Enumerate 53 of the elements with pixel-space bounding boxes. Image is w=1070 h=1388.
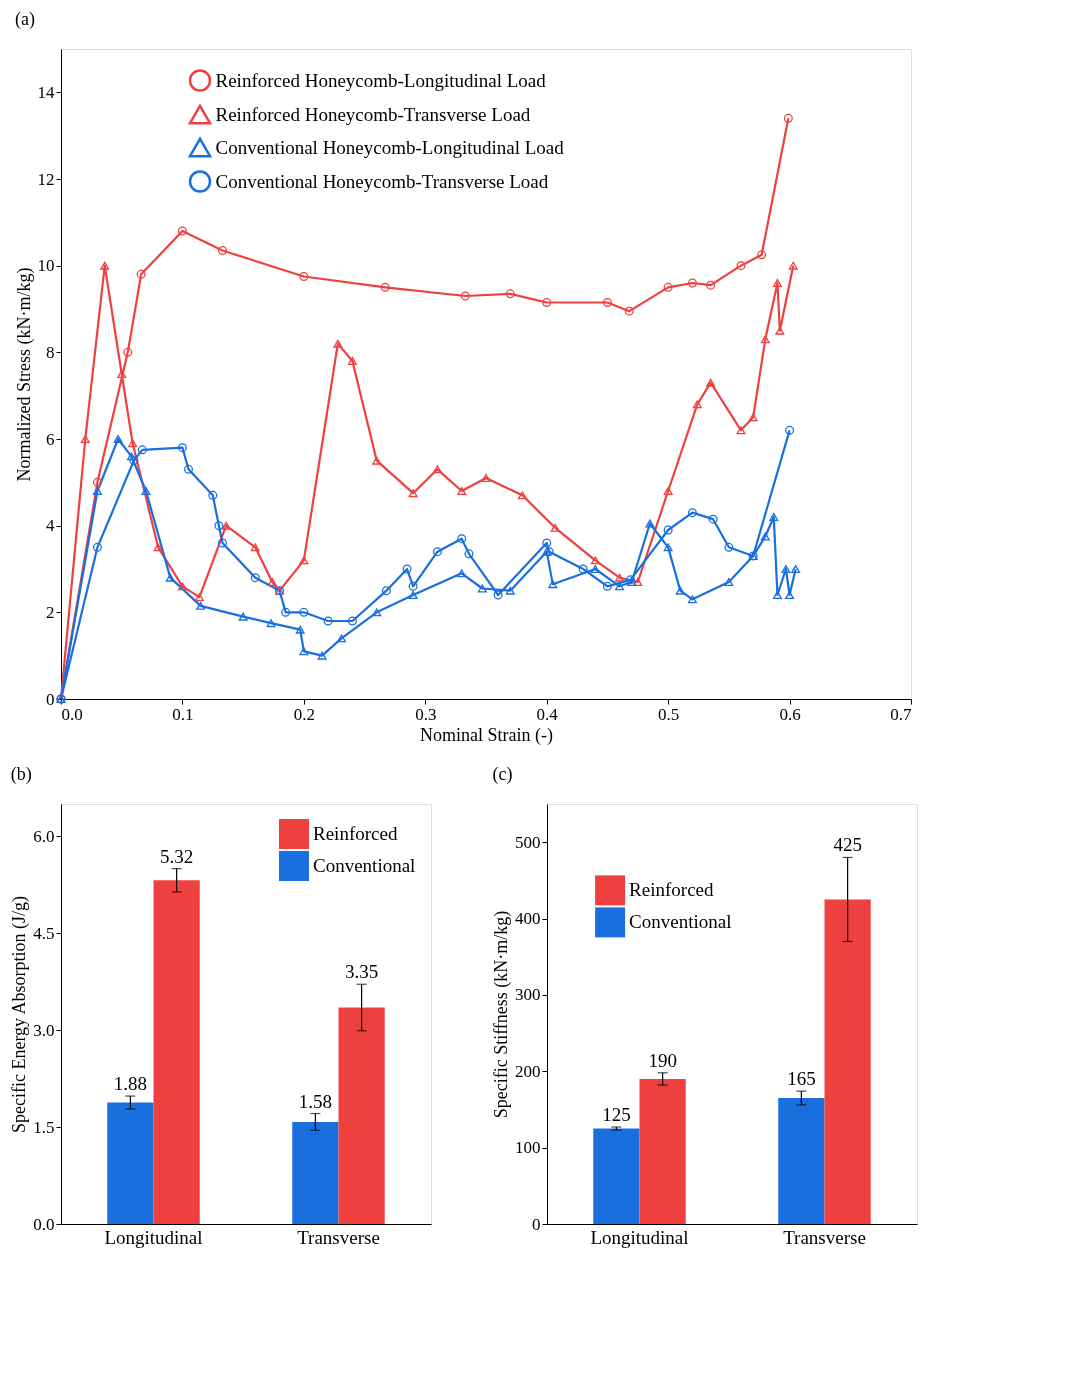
data-label: 165 bbox=[787, 1068, 816, 1090]
chart-title: (b) bbox=[10, 764, 32, 785]
y-tick-label: 0 bbox=[532, 1214, 541, 1234]
y-tick-label: 6.0 bbox=[33, 826, 55, 846]
y-tick-label: 4 bbox=[46, 516, 55, 536]
x-axis-title: Nominal Strain (-) bbox=[420, 724, 553, 746]
x-tick-label: 0.4 bbox=[536, 704, 559, 724]
y-axis-title: Normalized Stress (kN·m/kg) bbox=[13, 267, 35, 482]
x-tick-label: Transverse bbox=[297, 1226, 380, 1248]
legend-label: Conventional Honeycomb-Transverse Load bbox=[215, 170, 549, 192]
x-tick-label: 0.0 bbox=[61, 704, 83, 724]
data-label: 5.32 bbox=[160, 845, 194, 867]
y-tick-label: 500 bbox=[515, 832, 541, 852]
legend-label: Reinforced bbox=[629, 879, 715, 901]
y-tick-label: 100 bbox=[515, 1138, 541, 1158]
data-label: 3.35 bbox=[345, 961, 379, 983]
x-tick-label: 0.3 bbox=[415, 704, 437, 724]
data-label: 1.58 bbox=[298, 1090, 332, 1112]
y-tick-label: 6 bbox=[46, 429, 55, 449]
chart-title: (c) bbox=[492, 764, 513, 785]
y-tick-label: 4.5 bbox=[33, 923, 55, 943]
y-tick-label: 12 bbox=[37, 169, 55, 189]
legend-label: Reinforced bbox=[313, 823, 398, 844]
legend-label: Reinforced Honeycomb-Transverse Load bbox=[215, 103, 531, 125]
legend-label: Conventional bbox=[313, 855, 416, 876]
x-tick-label: 0.5 bbox=[658, 704, 680, 724]
data-label: 125 bbox=[602, 1104, 631, 1126]
y-tick-label: 8 bbox=[46, 342, 55, 362]
y-tick-label: 0 bbox=[46, 689, 55, 709]
y-tick-label: 14 bbox=[37, 82, 55, 102]
legend-label: Conventional bbox=[629, 911, 732, 933]
y-tick-label: 200 bbox=[515, 1061, 541, 1081]
y-tick-label: 10 bbox=[37, 256, 55, 276]
legend-label: Conventional Honeycomb-Longitudinal Load bbox=[215, 136, 565, 158]
x-tick-label: Longitudinal bbox=[104, 1226, 203, 1248]
y-tick-label: 1.5 bbox=[33, 1117, 55, 1137]
x-tick-label: 0.7 bbox=[890, 704, 912, 724]
y-axis-title: Specific Energy Absorption (J/g) bbox=[9, 895, 31, 1134]
data-label: 1.88 bbox=[113, 1073, 147, 1095]
legend-label: Reinforced Honeycomb-Longitudinal Load bbox=[215, 69, 547, 91]
y-tick-label: 300 bbox=[515, 985, 541, 1005]
data-label: 190 bbox=[648, 1049, 677, 1071]
y-tick-label: 2 bbox=[46, 602, 55, 622]
x-tick-label: 0.6 bbox=[779, 704, 801, 724]
x-tick-label: 0.1 bbox=[172, 704, 194, 724]
x-tick-label: Longitudinal bbox=[590, 1226, 689, 1248]
y-tick-label: 400 bbox=[515, 909, 541, 929]
data-label: 425 bbox=[833, 834, 862, 856]
x-tick-label: Transverse bbox=[783, 1226, 866, 1248]
y-tick-label: 3.0 bbox=[33, 1020, 55, 1040]
x-tick-label: 0.2 bbox=[293, 704, 315, 724]
y-axis-title: Specific Stiffness (kN·m/kg) bbox=[491, 910, 512, 1119]
chart-title: (a) bbox=[15, 9, 35, 30]
